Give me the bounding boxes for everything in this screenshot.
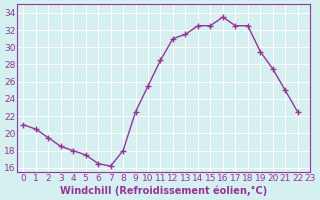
X-axis label: Windchill (Refroidissement éolien,°C): Windchill (Refroidissement éolien,°C)	[60, 185, 267, 196]
